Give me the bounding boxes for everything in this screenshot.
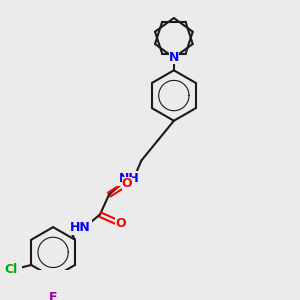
Text: NH: NH [118,172,139,185]
Text: O: O [116,217,126,230]
Text: Cl: Cl [5,263,18,276]
Text: HN: HN [70,220,91,234]
Text: O: O [122,177,132,190]
Text: F: F [49,291,57,300]
Text: N: N [169,51,179,64]
